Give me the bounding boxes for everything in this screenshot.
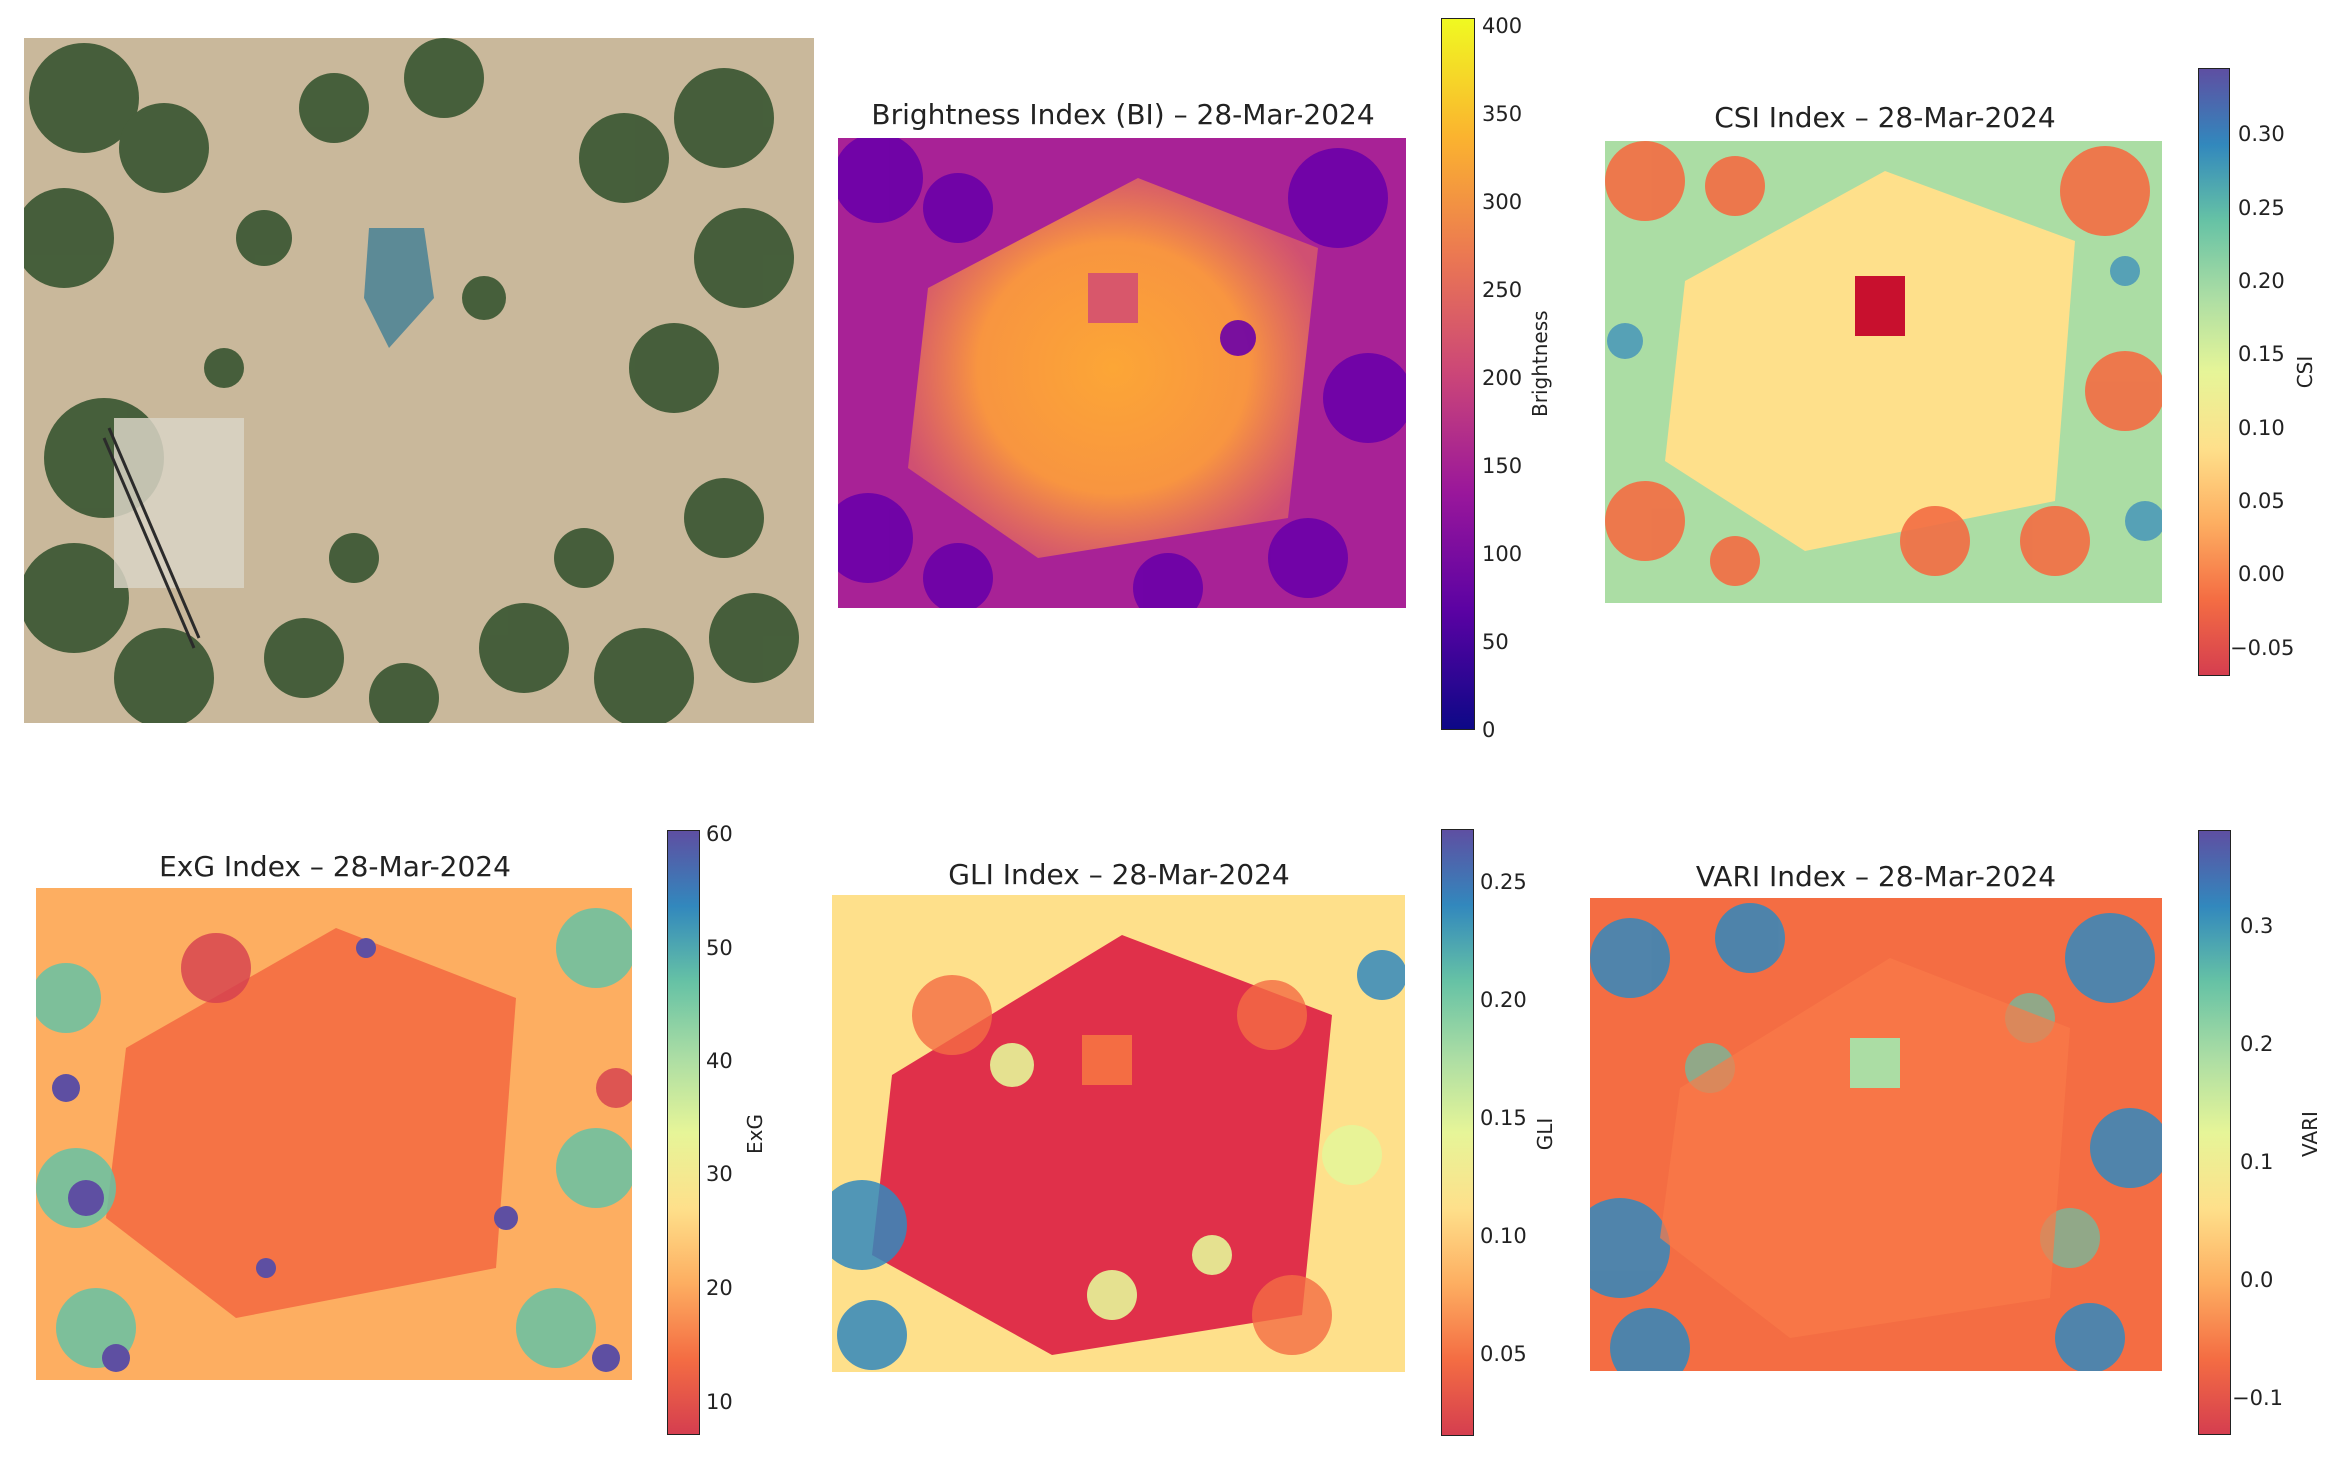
bi-tick-150: 150 xyxy=(1482,454,1523,478)
bi-tick-50: 50 xyxy=(1482,630,1509,654)
gli-tick-4: 0.05 xyxy=(1480,1342,1527,1366)
csi-tick-6: 0.00 xyxy=(2238,562,2285,586)
gli-title: GLI Index – 28-Mar-2024 xyxy=(948,858,1290,891)
vari-colorbar xyxy=(2198,830,2231,1435)
vari-tick-0: 0.3 xyxy=(2240,914,2274,938)
bi-map xyxy=(838,138,1406,608)
csi-tick-4: 0.10 xyxy=(2238,416,2285,440)
csi-tick-2: 0.20 xyxy=(2238,269,2285,293)
csi-colorbar-label: CSI xyxy=(2293,355,2317,389)
bi-tick-100: 100 xyxy=(1482,542,1523,566)
vari-tick-3: 0.0 xyxy=(2240,1268,2274,1292)
vari-colorbar-label: VARI xyxy=(2298,1111,2322,1157)
csi-tick-0: 0.30 xyxy=(2238,122,2285,146)
bi-title: Brightness Index (BI) – 28-Mar-2024 xyxy=(871,98,1375,131)
gli-map xyxy=(832,895,1405,1372)
gli-tick-0: 0.25 xyxy=(1480,870,1527,894)
gli-tick-2: 0.15 xyxy=(1480,1106,1527,1130)
csi-tick-7: −0.05 xyxy=(2230,636,2295,660)
vari-title: VARI Index – 28-Mar-2024 xyxy=(1695,860,2057,893)
csi-tick-3: 0.15 xyxy=(2238,342,2285,366)
gli-colorbar-label: GLI xyxy=(1533,1117,1557,1151)
exg-tick-40: 40 xyxy=(706,1049,733,1073)
vari-tick-2: 0.1 xyxy=(2240,1150,2274,1174)
exg-title: ExG Index – 28-Mar-2024 xyxy=(159,850,511,883)
bi-tick-350: 350 xyxy=(1482,102,1523,126)
vari-tick-1: 0.2 xyxy=(2240,1032,2274,1056)
exg-colorbar-label: ExG xyxy=(743,1114,767,1154)
csi-tick-5: 0.05 xyxy=(2238,489,2285,513)
exg-tick-50: 50 xyxy=(706,936,733,960)
exg-tick-30: 30 xyxy=(706,1162,733,1186)
bi-tick-250: 250 xyxy=(1482,278,1523,302)
bi-colorbar-label: Brightness xyxy=(1528,310,1552,417)
csi-map xyxy=(1605,141,2162,603)
csi-title: CSI Index – 28-Mar-2024 xyxy=(1714,101,2056,134)
csi-colorbar xyxy=(2198,68,2230,676)
csi-tick-1: 0.25 xyxy=(2238,196,2285,220)
vari-tick-4: −0.1 xyxy=(2232,1386,2283,1410)
bi-tick-0: 0 xyxy=(1482,718,1496,742)
exg-tick-10: 10 xyxy=(706,1390,733,1414)
bi-tick-200: 200 xyxy=(1482,366,1523,390)
gli-tick-1: 0.20 xyxy=(1480,988,1527,1012)
exg-map xyxy=(36,888,632,1380)
gli-tick-3: 0.10 xyxy=(1480,1224,1527,1248)
bi-tick-400: 400 xyxy=(1482,14,1523,38)
exg-tick-20: 20 xyxy=(706,1276,733,1300)
exg-tick-60: 60 xyxy=(706,822,733,846)
exg-colorbar xyxy=(667,830,700,1435)
aerial-photo xyxy=(24,38,814,723)
bi-tick-300: 300 xyxy=(1482,190,1523,214)
vari-map xyxy=(1590,898,2162,1371)
gli-colorbar xyxy=(1441,829,1474,1436)
bi-colorbar xyxy=(1441,18,1475,730)
